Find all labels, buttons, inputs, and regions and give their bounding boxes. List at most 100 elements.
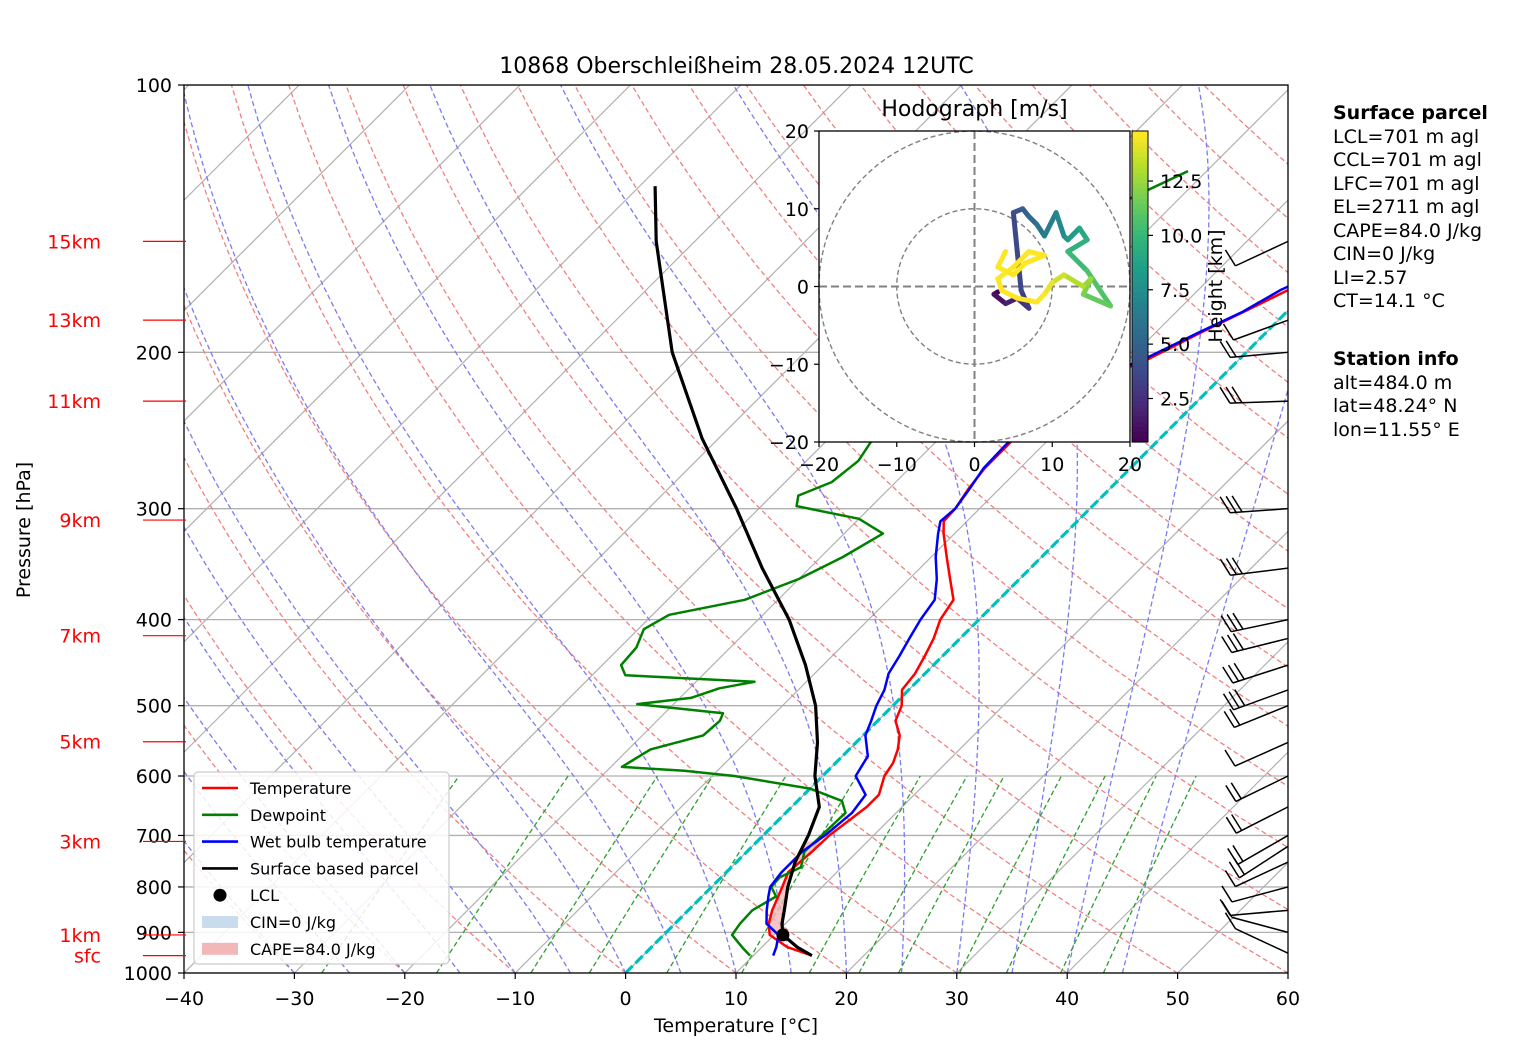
wind-barb-shaft [1235,928,1289,954]
hodograph-y-label: −20 [769,432,809,454]
moist-adiabat-line [429,85,848,973]
wind-barb-flag [1233,662,1245,680]
wind-barb-shaft [1233,704,1289,729]
wind-barb-flag [1226,634,1239,652]
colorbar-step [1132,151,1148,158]
wind-barb-shaft [1237,834,1289,866]
isotherm-line [184,85,742,643]
y-tick-label: 100 [136,75,172,97]
colorbar-step [1132,426,1148,433]
moist-adiabat-line [184,286,627,973]
wind-barb-flag [1232,633,1245,650]
wind-barb-shaft [1235,775,1289,803]
colorbar-step [1132,327,1148,334]
colorbar-step [1132,317,1148,324]
wind-barb-shaft [1231,637,1289,654]
colorbar-step [1132,400,1148,407]
legend-label: LCL [250,886,279,905]
colorbar-step [1132,219,1148,225]
legend-label: Temperature [249,779,351,798]
wind-barb-shaft [1230,351,1289,359]
x-tick-label: 40 [1055,988,1079,1010]
wind-barb-shaft [1238,845,1289,879]
colorbar-step [1132,333,1148,339]
mixing-ratio-line [741,775,858,973]
profile-lines [619,169,1288,957]
colorbar-step [1132,416,1148,422]
wind-barb-shaft [1230,567,1289,576]
hodograph-segment [1010,210,1024,293]
wind-barb-flag [1225,340,1237,358]
colorbar-step [1132,167,1148,174]
wind-barb-shaft [1231,916,1289,934]
wind-barb-flag [1222,666,1234,684]
wind-barb-shaft [1231,618,1289,633]
mixing-ratio-line [588,775,714,973]
mixing-ratio-line [858,775,968,973]
colorbar-step [1132,436,1148,443]
colorbar-tick-label: 5.0 [1160,334,1190,356]
x-tick-label: −10 [495,988,535,1010]
wind-barb-flag [1219,496,1231,514]
colorbar-step [1132,353,1148,360]
hodograph-segment [1065,249,1090,274]
colorbar-step [1132,338,1148,345]
station-alt: alt=484.0 m [1333,371,1453,394]
colorbar-step [1132,265,1148,272]
wind-barb-flag [1225,558,1238,575]
lcl-marker [776,928,790,942]
colorbar-step [1132,270,1148,277]
y-tick-label: 600 [136,766,172,788]
surface-parcel-title: Surface parcel [1333,102,1488,124]
colorbar-step [1132,312,1148,319]
colorbar-step [1132,213,1148,220]
mixing-ratio-line [666,775,787,973]
hodograph-y-label: −10 [769,354,809,376]
colorbar-step [1132,431,1148,438]
mixing-ratio-line [435,775,569,973]
height-label: 3km [59,831,101,853]
wind-barb-shaft [1233,689,1289,711]
y-tick-label: 900 [136,922,172,944]
colorbar-step [1132,188,1148,194]
moist-adiabat-line [1066,85,1210,973]
legend-swatch [202,916,238,928]
dry-adiabat-line [345,85,1178,973]
wind-barb-flag [1231,814,1243,831]
dry-adiabat-line [860,85,1288,496]
colorbar-step [1132,348,1148,355]
legend: Temperature Dewpoint Wet bulb temperature S… [193,771,450,965]
y-axis-label: Pressure [hPa] [13,462,35,598]
wind-barb-flag [1231,495,1243,513]
colorbar-step [1132,203,1148,210]
hodograph-segment [1065,237,1090,255]
station-lat: lat=48.24° N [1333,395,1458,417]
height-label: 9km [59,510,101,532]
colorbar-tick-label: 7.5 [1160,280,1190,302]
wind-barb-flag [1231,557,1243,575]
mixing-ratio-line [1102,775,1197,973]
colorbar-step [1132,182,1148,189]
surface-parcel-block: Surface parcel LCL=701 m agl CCL=701 m a… [1333,102,1488,314]
parcel-cin: CIN=0 J/kg [1333,243,1436,265]
colorbar-step [1132,369,1148,376]
hodograph-segment [1022,252,1047,266]
height-label: sfc [74,946,101,968]
height-label: 11km [47,391,101,413]
hodograph-x-label: 20 [1118,454,1142,476]
hodograph-inset: Hodograph [m/s] −20−20 −10 −10 0 0 10 10 20 20 2.5… [769,97,1227,476]
wind-barb-flag [1232,845,1244,862]
wind-barb-shaft [1230,507,1289,514]
station-info-block: Station info alt=484.0 m lat=48.24° N lo… [1333,348,1460,442]
wind-barb-flag [1220,615,1232,633]
colorbar-step [1132,291,1148,298]
colorbar-step [1132,374,1148,381]
parcel-ct: CT=14.1 °C [1333,290,1445,312]
hodograph-x-label: −10 [877,454,917,476]
isotherm-line [1066,751,1288,973]
x-tick-label: 30 [945,988,969,1010]
colorbar-step [1132,146,1148,153]
colorbar-step [1132,307,1148,314]
wind-barb-flag [1228,691,1240,709]
